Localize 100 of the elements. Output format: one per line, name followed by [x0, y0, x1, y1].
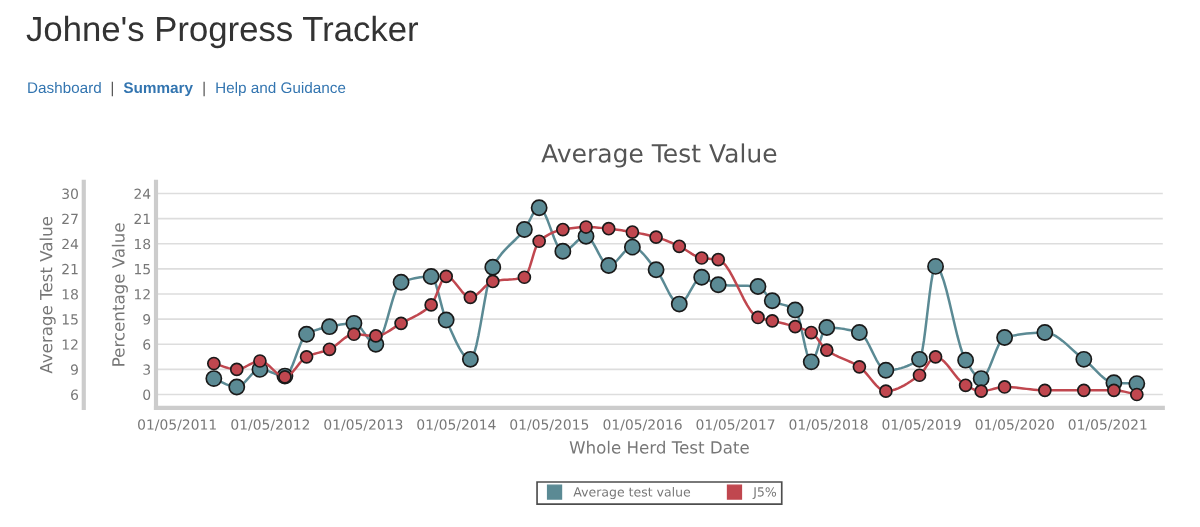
point [818, 319, 836, 336]
point [958, 378, 973, 393]
point [439, 269, 454, 284]
point [1037, 383, 1052, 398]
point [299, 349, 314, 364]
point [392, 273, 410, 291]
point [819, 343, 834, 357]
point [974, 384, 989, 399]
point [786, 301, 804, 319]
x-tick-label: 01/05/2011 [138, 419, 216, 431]
x-tick-label: 01/05/2016 [603, 419, 682, 431]
point [927, 257, 944, 275]
x-tick-label: 01/05/2018 [789, 419, 868, 431]
y-tick-label: 18 [62, 288, 78, 300]
point [205, 370, 223, 388]
point [788, 319, 803, 334]
point [463, 290, 478, 305]
point [670, 295, 688, 313]
point [649, 230, 663, 244]
x-axis-title: Whole Herd Test Date [569, 440, 749, 454]
point [424, 298, 438, 312]
point [517, 270, 532, 285]
text: | [111, 81, 113, 97]
point [647, 261, 665, 279]
point [600, 257, 618, 274]
x-tick-label: 01/05/2014 [417, 419, 496, 431]
point [763, 292, 781, 310]
point [802, 353, 820, 371]
point [394, 316, 408, 331]
y-axis-title: Average Test Value [39, 216, 56, 374]
point [206, 356, 221, 371]
point [437, 311, 455, 329]
point [321, 318, 338, 336]
point [972, 370, 990, 388]
point [672, 239, 687, 254]
y2-tick-label: 15 [134, 264, 150, 275]
point [1107, 383, 1121, 398]
point [912, 368, 927, 383]
y2-tick-label: 9 [143, 314, 151, 325]
y-tick-label: 9 [70, 364, 78, 375]
point [229, 362, 244, 377]
point [765, 313, 780, 328]
y2-tick-label: 24 [134, 188, 151, 199]
y2-tick-label: 6 [143, 339, 151, 350]
point [911, 350, 928, 368]
point [1075, 350, 1093, 368]
point [554, 242, 572, 260]
point [693, 268, 711, 286]
y2-axis-title: Percentage Value [111, 223, 128, 366]
point [711, 252, 726, 267]
x-tick-label: 01/05/2021 [1068, 419, 1147, 431]
point [322, 342, 337, 357]
point [997, 380, 1012, 394]
point [601, 221, 616, 236]
x-tick-label: 01/05/2017 [696, 419, 775, 431]
point [623, 238, 641, 256]
point [957, 351, 975, 369]
point [928, 349, 943, 364]
point [850, 324, 868, 341]
point [852, 360, 867, 374]
point [804, 325, 819, 340]
point [555, 222, 570, 237]
point [751, 310, 765, 325]
point [694, 251, 709, 265]
y2-tick-label: 3 [143, 364, 151, 375]
point [515, 221, 533, 238]
point [579, 220, 593, 234]
x-tick-label: 01/05/2013 [324, 419, 403, 431]
x-tick-label: 01/05/2020 [975, 419, 1054, 431]
point [461, 350, 479, 368]
text: | [203, 81, 205, 97]
point [530, 199, 548, 217]
point [996, 329, 1014, 347]
text: Help and Guidance [216, 81, 346, 97]
point [749, 278, 767, 295]
legend-label: Average test value [573, 486, 691, 500]
point [347, 327, 361, 342]
point [228, 378, 246, 396]
y2-tick-label: 12 [134, 288, 150, 300]
legend-label: J5% [752, 487, 777, 499]
point [709, 276, 727, 294]
point [879, 384, 893, 399]
y2-tick-label: 21 [134, 213, 150, 224]
y2-tick-label: 18 [134, 238, 151, 250]
point [422, 267, 440, 285]
y-tick-label: 15 [62, 314, 78, 325]
y-tick-label: 12 [62, 339, 78, 350]
y2-tick-label: 0 [143, 389, 151, 400]
x-tick-label: 01/05/2015 [510, 419, 589, 431]
y-tick-label: 24 [62, 238, 79, 250]
x-tick-label: 01/05/2019 [882, 419, 961, 431]
point [1076, 383, 1091, 398]
point [485, 274, 500, 289]
chart-title: Average Test Value [541, 143, 777, 168]
point [625, 225, 640, 239]
text: Dashboard [28, 81, 101, 94]
x-tick-label: 01/05/2012 [231, 419, 310, 431]
text: Johne's Progress Tracker [26, 15, 419, 49]
point [1036, 324, 1054, 341]
y-tick-label: 30 [62, 188, 78, 200]
